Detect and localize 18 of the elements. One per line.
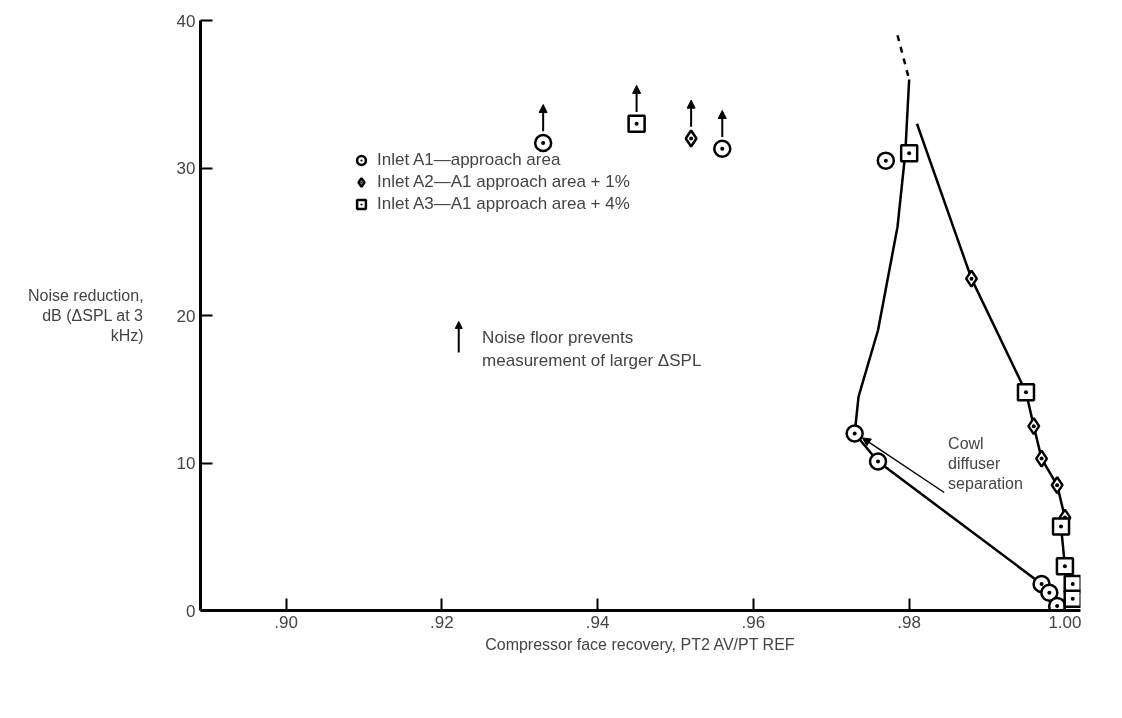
annotation: Noise floor prevents measurement of larger ΔSPL [482, 328, 702, 371]
x-tick-label: .94 [585, 612, 610, 632]
y-tick-label: 30 [176, 159, 196, 178]
y-tick-label: 40 [176, 11, 196, 31]
x-axis-title: Compressor face recovery, PT2 AV/PT REF [485, 635, 795, 653]
legend-label: Inlet A1—approach area [377, 150, 561, 170]
y-tick-label: 20 [176, 306, 196, 326]
legend-label: Inlet A3—A1 approach area + 4% [377, 194, 630, 214]
x-tick-label: .92 [430, 612, 454, 632]
y-tick-label: 0 [186, 601, 196, 621]
x-tick-label: .90 [274, 612, 298, 632]
x-tick-label: 1.00 [1048, 612, 1082, 632]
y-axis-title: Noise reduction, dB (ΔSPL at 3 kHz) [27, 286, 144, 345]
legend-label: Inlet A2—A1 approach area + 1% [377, 172, 630, 192]
annotation: Cowl diffuser separation [948, 434, 1023, 493]
x-tick-label: .98 [897, 612, 921, 632]
x-tick-label: .96 [741, 612, 766, 632]
y-tick-label: 10 [176, 454, 196, 473]
